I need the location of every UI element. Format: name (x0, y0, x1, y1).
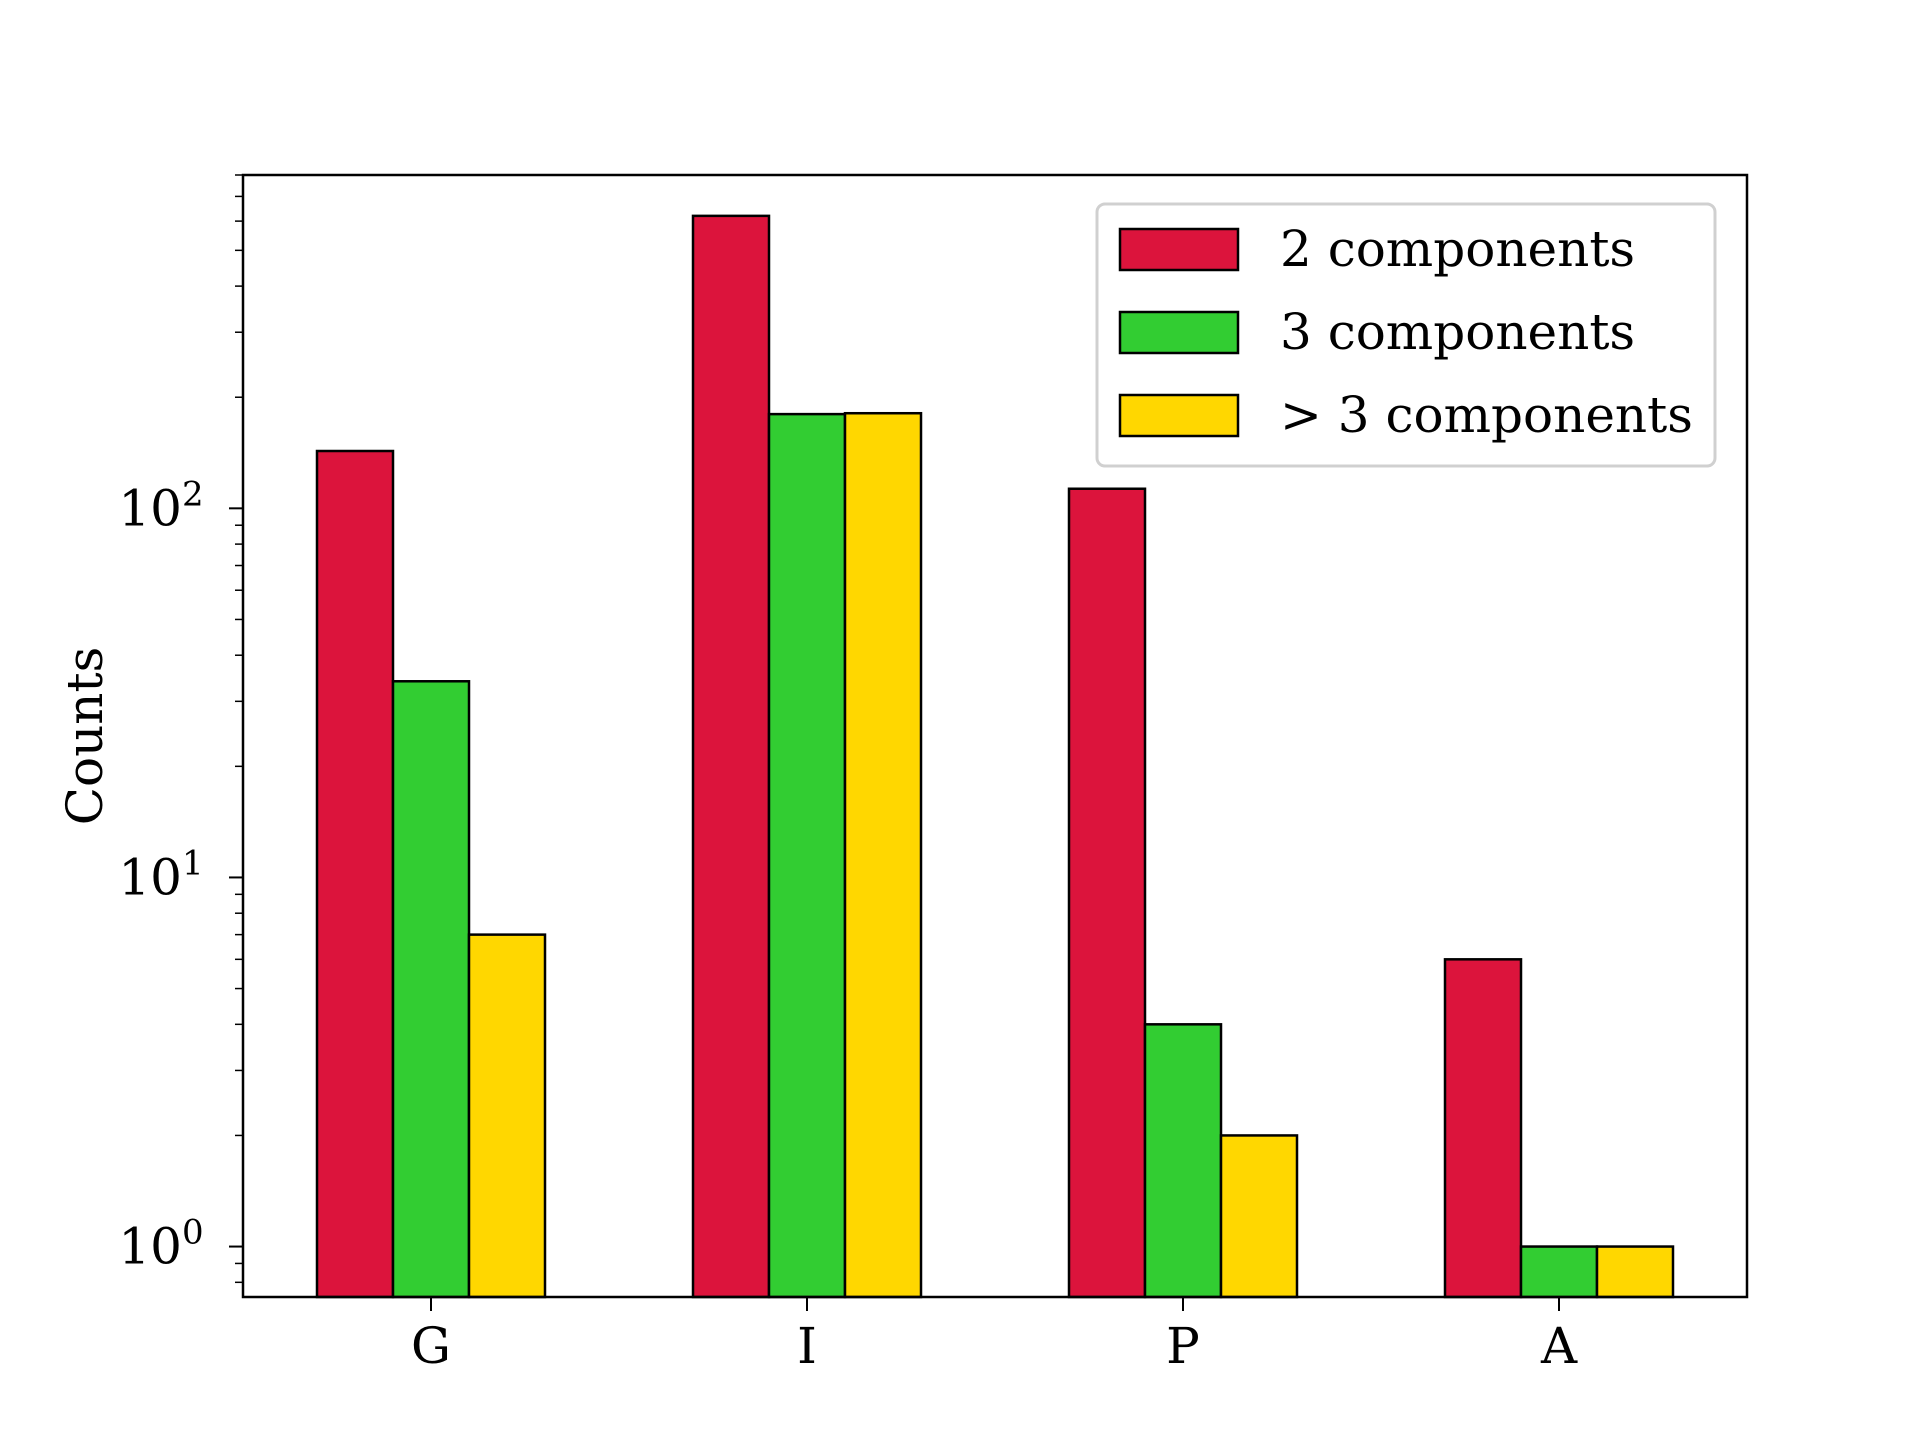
bars-group (315, 214, 1675, 1299)
x-tick-label: I (797, 1317, 817, 1375)
legend-swatch-series-1 (1118, 227, 1240, 272)
plot-frame (241, 173, 1749, 1299)
x-tick-label: P (1166, 1317, 1200, 1375)
y-tick-exponent: 2 (182, 474, 204, 514)
bar-G-series-1 (315, 449, 395, 1299)
y-tick-exponent: 0 (182, 1213, 204, 1253)
bar-P-series-3 (1219, 1134, 1299, 1299)
bar-G-series-2 (391, 680, 471, 1299)
y-tick-label: 100 (118, 1213, 203, 1276)
bar-P-series-2 (1143, 1023, 1223, 1299)
x-tick-label: A (1540, 1317, 1578, 1375)
legend-swatch-series-2 (1118, 310, 1240, 355)
legend-label-series-3: > 3 components (1280, 386, 1693, 444)
bar-P-series-1 (1067, 487, 1147, 1299)
legend: 2 components 3 components > 3 components (1095, 202, 1717, 468)
legend-box (1095, 202, 1717, 468)
bar-G-series-3 (467, 933, 547, 1299)
legend-label-series-2: 3 components (1280, 303, 1635, 361)
legend-swatch-series-3 (1118, 393, 1240, 438)
legend-label-series-1: 2 components (1280, 220, 1635, 278)
x-tick-label: G (411, 1317, 451, 1375)
bar-A-series-3 (1595, 1245, 1675, 1299)
bar-I-series-1 (691, 214, 771, 1299)
y-tick-exponent: 1 (182, 843, 204, 883)
bar-A-series-1 (1443, 958, 1523, 1299)
bar-A-series-2 (1519, 1245, 1599, 1299)
bar-I-series-3 (843, 411, 923, 1299)
bar-I-series-2 (767, 412, 847, 1299)
y-axis-label: Counts (56, 647, 114, 826)
